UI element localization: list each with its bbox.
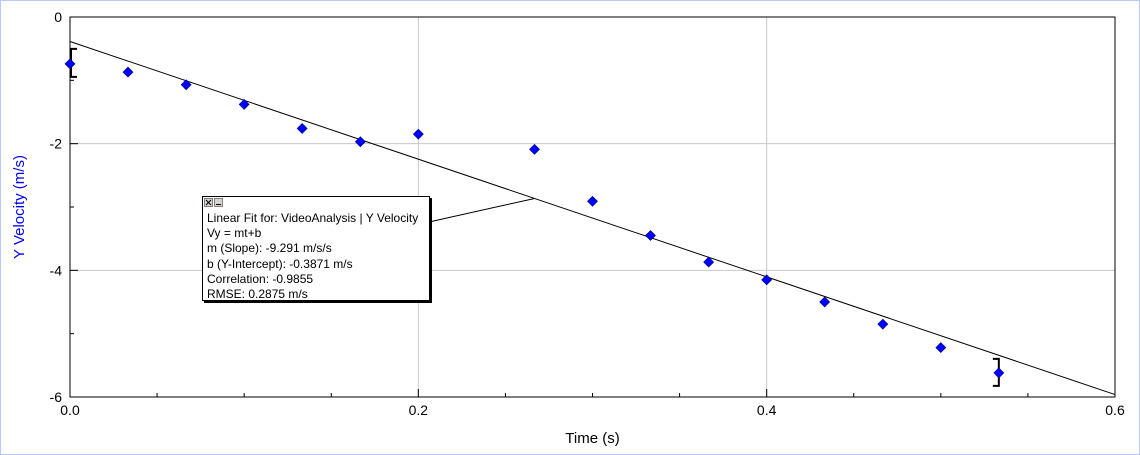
data-point	[412, 128, 424, 140]
data-point	[296, 123, 308, 134]
x-tick-labels: 0.0 0.2 0.4 0.6	[60, 402, 1125, 418]
annotation-buttons	[204, 198, 223, 207]
y-tick-label: 0	[54, 9, 62, 25]
data-point	[877, 318, 889, 330]
data-point	[587, 195, 598, 207]
fit-intercept: b (Y-Intercept): -0.3871 m/s	[207, 256, 353, 271]
y-tick-label: -2	[50, 136, 63, 152]
linear-fit-annotation[interactable]: Linear Fit for: VideoAnalysis | Y Veloci…	[202, 196, 430, 301]
data-point	[761, 274, 773, 286]
fit-slope: m (Slope): -9.291 m/s/s	[207, 241, 332, 256]
data-point	[819, 296, 831, 308]
fit-rmse: RMSE: 0.2875 m/s	[207, 286, 308, 301]
annotation-pointer-line	[428, 197, 535, 223]
y-axis-title: Y Velocity (m/s)	[11, 155, 28, 259]
data-point	[935, 342, 947, 354]
x-tick-label: 0.4	[757, 402, 777, 418]
axis-ticks	[69, 16, 1116, 398]
y-tick-label: -4	[50, 262, 63, 278]
data-point	[238, 98, 250, 110]
y-tick-label: -6	[50, 389, 63, 405]
fit-equation: Vy = mt+b	[207, 226, 262, 241]
data-point	[64, 58, 76, 70]
fit-correlation: Correlation: -0.9855	[207, 271, 314, 286]
data-point	[529, 143, 540, 155]
x-tick-label: 0.2	[409, 402, 429, 418]
y-tick-labels: 0 -2 -4 -6	[50, 9, 63, 405]
data-point	[180, 79, 192, 91]
x-tick-label: 0.0	[60, 402, 80, 418]
fit-title: Linear Fit for: VideoAnalysis | Y Veloci…	[207, 211, 419, 225]
data-points	[64, 58, 1005, 379]
data-point	[703, 256, 715, 268]
data-point	[993, 367, 1005, 379]
annotation-text: Linear Fit for: VideoAnalysis | Y Veloci…	[207, 211, 418, 302]
x-axis-title: Time (s)	[565, 430, 619, 447]
close-icon[interactable]	[204, 198, 213, 207]
data-point	[645, 230, 656, 241]
data-point	[122, 66, 134, 78]
minimize-icon[interactable]	[214, 198, 223, 207]
x-tick-label: 0.6	[1105, 402, 1125, 418]
data-point	[354, 136, 366, 148]
